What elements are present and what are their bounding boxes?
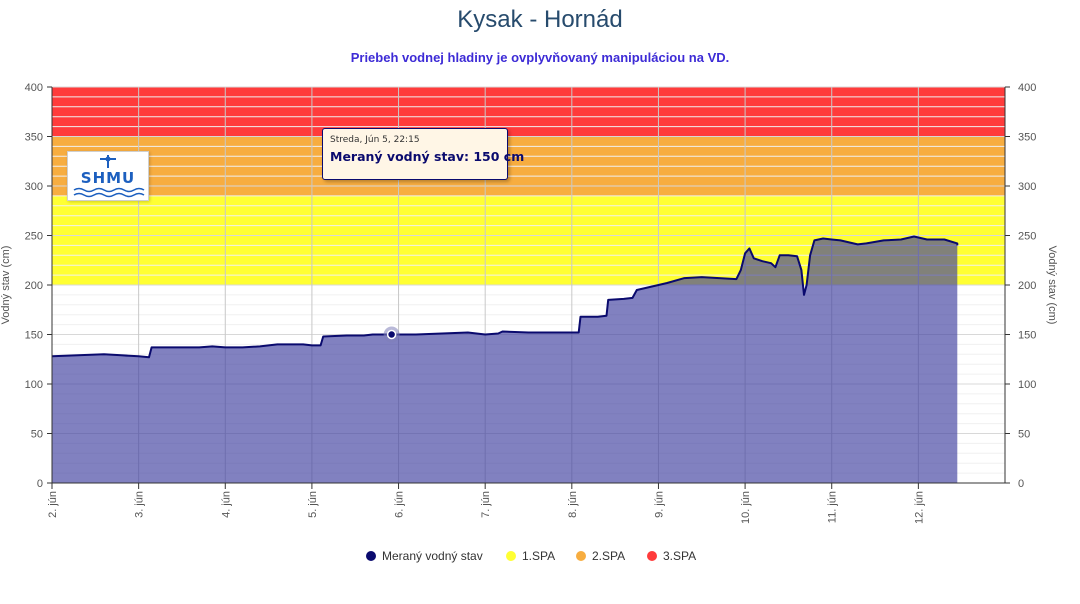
y-tick-label-right: 150: [1018, 330, 1036, 342]
shmu-logo-text: SHMU: [80, 169, 136, 187]
tooltip-label: Meraný vodný stav: [330, 149, 464, 164]
hover-marker: [383, 326, 400, 343]
y-tick-label-left: 250: [25, 231, 43, 243]
legend[interactable]: Meraný vodný stav 1.SPA 2.SPA 3.SPA: [366, 549, 696, 563]
series-line[interactable]: [51, 235, 959, 359]
x-tick-label: 12. jún: [913, 491, 925, 524]
tooltip: Streda, Jún 5, 22:15 Meraný vodný stav: …: [322, 128, 525, 180]
x-tick-label: 3. jún: [134, 491, 146, 518]
shmu-logo-graphic: [73, 155, 145, 198]
legend-label[interactable]: 3.SPA: [663, 549, 696, 563]
y-tick-label-left: 0: [37, 478, 43, 490]
y-axis-title-right: Vodný stav (cm): [1046, 246, 1058, 325]
y-tick-label-right: 0: [1018, 478, 1024, 490]
x-tick-label: 8. jún: [567, 491, 579, 518]
legend-label[interactable]: Meraný vodný stav: [382, 549, 483, 563]
x-tick-label: 7. jún: [480, 491, 492, 518]
y-tick-label-left: 100: [25, 379, 43, 391]
legend-marker[interactable]: [647, 551, 657, 561]
x-tick-label: 11. jún: [827, 491, 839, 523]
axes: 0 0 50 50 100 100 150 150 200 200 250 250 300 300 350 3…: [0, 82, 1058, 524]
legend-label[interactable]: 2.SPA: [592, 549, 625, 563]
x-tick-label: 4. jún: [220, 491, 232, 518]
legend-label[interactable]: 1.SPA: [522, 549, 555, 563]
series-area-fill[interactable]: [52, 236, 958, 484]
y-tick-label-right: 50: [1018, 429, 1030, 441]
chart-title: Kysak - Hornád: [457, 6, 623, 33]
y-tick-label-left: 200: [25, 280, 43, 292]
x-tick-label: 10. jún: [740, 491, 752, 524]
x-tick-label: 5. jún: [307, 491, 319, 518]
series-area[interactable]: [51, 235, 959, 484]
tooltip-value-line: Meraný vodný stav: 150 cm: [330, 149, 525, 164]
y-tick-label-left: 400: [25, 82, 43, 94]
tooltip-value: 150 cm: [473, 149, 525, 164]
y-tick-label-right: 250: [1018, 231, 1036, 243]
y-tick-label-left: 150: [25, 330, 43, 342]
y-axis-title-left: Vodný stav (cm): [0, 246, 12, 325]
tooltip-date: Streda, Jún 5, 22:15: [330, 135, 420, 145]
y-tick-label-right: 400: [1018, 82, 1036, 94]
legend-marker[interactable]: [506, 551, 516, 561]
x-tick-label: 6. jún: [394, 491, 406, 518]
hover-point: [386, 329, 397, 340]
x-tick-label: 9. jún: [653, 491, 665, 518]
shmu-logo: SHMU: [67, 151, 149, 201]
y-tick-label-right: 300: [1018, 181, 1036, 193]
x-tick-label: 2. jún: [47, 491, 59, 518]
legend-marker[interactable]: [576, 551, 586, 561]
y-tick-label-left: 50: [31, 429, 43, 441]
legend-marker[interactable]: [366, 551, 376, 561]
y-tick-label-right: 200: [1018, 280, 1036, 292]
chart-subtitle: Priebeh vodnej hladiny je ovplyvňovaný m…: [350, 50, 730, 65]
band-3spa: [52, 87, 1005, 137]
y-tick-label-right: 350: [1018, 132, 1036, 144]
y-tick-label-left: 300: [25, 181, 43, 193]
y-tick-label-left: 350: [25, 132, 43, 144]
y-tick-label-right: 100: [1018, 379, 1036, 391]
